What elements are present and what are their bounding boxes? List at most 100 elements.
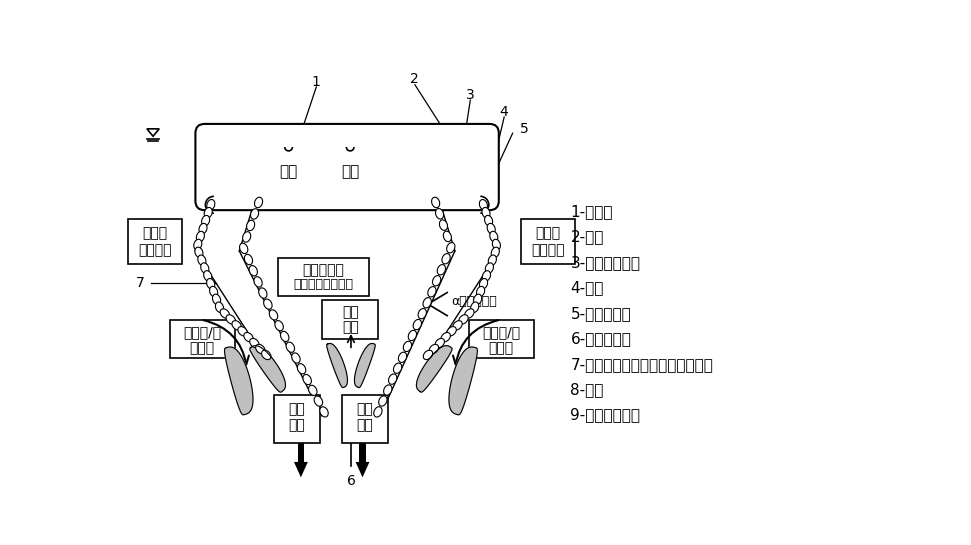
Text: 气－水/泥: 气－水/泥	[184, 325, 221, 340]
Ellipse shape	[251, 209, 258, 219]
Ellipse shape	[245, 255, 252, 265]
Ellipse shape	[436, 209, 444, 219]
Ellipse shape	[432, 197, 440, 208]
Ellipse shape	[482, 208, 490, 218]
Text: 1-出水堀: 1-出水堀	[570, 204, 613, 219]
FancyBboxPatch shape	[195, 124, 499, 210]
Ellipse shape	[244, 332, 253, 342]
Ellipse shape	[297, 364, 306, 374]
Ellipse shape	[196, 231, 205, 242]
Ellipse shape	[303, 374, 312, 385]
Text: 7: 7	[136, 276, 145, 290]
Ellipse shape	[199, 223, 207, 234]
Ellipse shape	[250, 265, 257, 276]
Bar	[170, 319, 235, 358]
Ellipse shape	[247, 220, 254, 231]
Text: （絮状、小颗粒）: （絮状、小颗粒）	[293, 278, 353, 292]
Ellipse shape	[419, 308, 426, 319]
Text: 2-顶盖: 2-顶盖	[570, 229, 604, 245]
Text: （流入）: （流入）	[138, 243, 171, 257]
Ellipse shape	[195, 247, 203, 258]
Text: 混合液: 混合液	[536, 226, 560, 240]
Ellipse shape	[254, 197, 262, 208]
Text: 气－水/泥: 气－水/泥	[482, 325, 520, 340]
Ellipse shape	[435, 338, 445, 348]
Ellipse shape	[291, 353, 300, 363]
Ellipse shape	[447, 326, 456, 336]
Text: 流入: 流入	[342, 320, 358, 334]
Ellipse shape	[442, 253, 451, 264]
Text: 5: 5	[519, 122, 528, 136]
Ellipse shape	[216, 302, 223, 312]
Text: （流入）: （流入）	[531, 243, 565, 257]
Text: 出水: 出水	[341, 164, 359, 179]
Ellipse shape	[226, 315, 235, 324]
Ellipse shape	[471, 302, 479, 312]
Ellipse shape	[488, 255, 496, 265]
Ellipse shape	[408, 330, 417, 341]
Ellipse shape	[220, 309, 229, 318]
Ellipse shape	[309, 385, 317, 396]
Ellipse shape	[485, 215, 492, 226]
Ellipse shape	[204, 208, 213, 218]
Polygon shape	[449, 347, 478, 415]
Ellipse shape	[491, 247, 499, 258]
Ellipse shape	[213, 294, 220, 305]
Text: 6-分选导流锥: 6-分选导流锥	[570, 331, 631, 346]
Polygon shape	[224, 347, 252, 415]
Text: 7-自团聚成粒通道（含曲线鼓凸）: 7-自团聚成粒通道（含曲线鼓凸）	[570, 356, 714, 372]
Ellipse shape	[486, 263, 493, 273]
Ellipse shape	[207, 278, 215, 289]
Polygon shape	[250, 346, 285, 392]
Text: 成粒: 成粒	[288, 403, 306, 416]
Text: 成粒: 成粒	[356, 403, 373, 416]
Ellipse shape	[319, 407, 328, 417]
Bar	[274, 395, 320, 443]
Ellipse shape	[286, 342, 294, 352]
Ellipse shape	[379, 396, 387, 406]
Ellipse shape	[198, 255, 206, 265]
Ellipse shape	[480, 199, 487, 210]
Ellipse shape	[261, 350, 271, 360]
Text: 混合液: 混合液	[488, 341, 514, 355]
Text: 污泥: 污泥	[288, 418, 306, 432]
Text: 3: 3	[466, 88, 475, 102]
Ellipse shape	[194, 239, 202, 250]
Ellipse shape	[437, 264, 446, 275]
Text: 3-上清液缓冲仓: 3-上清液缓冲仓	[570, 255, 641, 270]
Text: 9-平板式曝气器: 9-平板式曝气器	[570, 408, 641, 422]
Bar	[322, 300, 378, 339]
Polygon shape	[326, 343, 348, 387]
Ellipse shape	[474, 294, 482, 305]
Ellipse shape	[255, 344, 265, 354]
Bar	[342, 395, 387, 443]
Bar	[469, 319, 534, 358]
Text: 混合液: 混合液	[142, 226, 167, 240]
Text: 污泥: 污泥	[342, 306, 358, 319]
Ellipse shape	[423, 350, 433, 360]
Ellipse shape	[393, 363, 402, 373]
Ellipse shape	[210, 286, 218, 297]
Bar	[521, 220, 575, 264]
Ellipse shape	[423, 298, 431, 308]
Ellipse shape	[281, 331, 289, 342]
Ellipse shape	[480, 278, 487, 289]
Bar	[328, 156, 373, 187]
Text: 4-支架: 4-支架	[570, 281, 604, 295]
Bar	[298, 443, 304, 462]
Ellipse shape	[398, 352, 407, 362]
Bar	[127, 220, 182, 264]
Polygon shape	[417, 346, 452, 392]
Ellipse shape	[275, 320, 284, 331]
Text: 2: 2	[411, 72, 419, 86]
Bar	[278, 258, 369, 296]
Bar	[359, 443, 366, 462]
Ellipse shape	[477, 286, 485, 297]
Ellipse shape	[202, 215, 210, 226]
Polygon shape	[355, 462, 369, 477]
Ellipse shape	[388, 374, 397, 384]
Text: 1: 1	[312, 75, 320, 89]
Ellipse shape	[374, 407, 382, 417]
Ellipse shape	[487, 223, 495, 234]
Ellipse shape	[441, 332, 451, 342]
